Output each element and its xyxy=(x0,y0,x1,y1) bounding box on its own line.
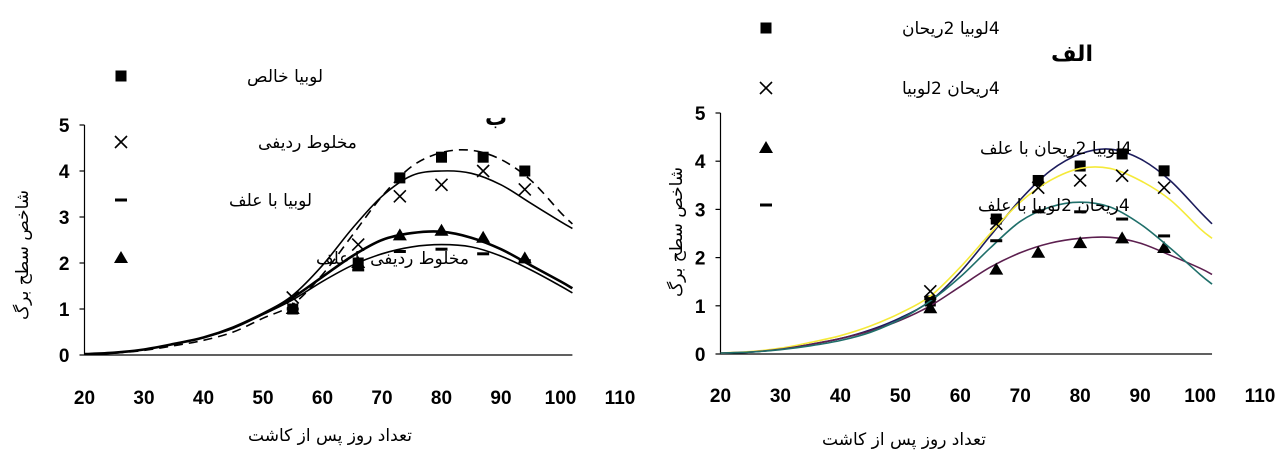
y-tick-label: 3 xyxy=(695,200,706,221)
series-4 xyxy=(84,223,574,356)
series-line xyxy=(720,166,1213,354)
x-tick-label: 20 xyxy=(74,388,95,409)
data-point-triangle xyxy=(1073,236,1088,249)
series-line xyxy=(84,230,574,356)
data-point-x xyxy=(476,164,490,178)
data-point-square xyxy=(519,165,531,177)
data-point-square xyxy=(1158,165,1170,177)
data-point-triangle xyxy=(351,256,366,268)
x-tick-label: 40 xyxy=(830,386,851,407)
y-tick-label: 0 xyxy=(59,346,70,367)
y-tick-label: 2 xyxy=(695,249,706,270)
data-point-x xyxy=(923,284,937,298)
data-point-x xyxy=(518,182,532,196)
legend-label: مخلوط ردیفی xyxy=(258,133,357,153)
legend-label: لوبیا با علف xyxy=(229,191,312,211)
y-tick-label: 0 xyxy=(695,345,706,366)
legend-marker xyxy=(114,251,128,263)
x-axis-title: تعداد روز پس از کاشت xyxy=(248,426,412,446)
x-tick-label: 90 xyxy=(1130,386,1151,407)
data-point-x xyxy=(1157,181,1171,195)
chart-panel-b: 0 1 2 3 4 5 20 30 40 50 60 70 80 90 100 110 تعداد روز پس… xyxy=(0,0,640,452)
legend-marker xyxy=(759,141,773,153)
y-tick-label: 5 xyxy=(695,104,706,125)
y-tick-label: 4 xyxy=(695,152,706,173)
chart-b-svg: 0 1 2 3 4 5 20 30 40 50 60 70 80 90 100 110 تعداد روز پس… xyxy=(12,67,636,446)
x-tick-label: 100 xyxy=(545,388,577,409)
y-tick-label: 2 xyxy=(59,254,70,275)
x-tick-label: 90 xyxy=(490,388,511,409)
legend-marker xyxy=(115,70,127,82)
chart-alef-svg: 0 1 2 3 4 5 20 30 40 50 60 70 80 90 100 110 تعداد روز پس… xyxy=(666,19,1276,450)
data-point-triangle xyxy=(1031,245,1046,258)
x-tick-label: 40 xyxy=(193,388,214,409)
legend-label: مخلوط ردیفی با علف xyxy=(316,249,469,269)
y-axis-title: شاخص سطح برگ xyxy=(666,167,687,297)
data-point-triangle xyxy=(285,302,300,314)
data-point-x xyxy=(1073,173,1087,188)
data-point-square xyxy=(1074,160,1086,172)
legend-label: 4لوبیا 2ریحان با علف xyxy=(980,139,1132,159)
data-point-triangle xyxy=(923,301,938,314)
x-tick-label: 50 xyxy=(890,386,911,407)
data-point-square xyxy=(477,151,489,163)
data-point-square xyxy=(436,151,447,163)
data-point-x xyxy=(434,178,449,192)
data-point-x xyxy=(393,189,407,203)
x-tick-label: 110 xyxy=(605,388,636,409)
panel-letter: الف xyxy=(1051,42,1093,67)
x-tick-label: 60 xyxy=(312,388,333,409)
x-tick-label: 70 xyxy=(371,388,392,409)
data-point-x xyxy=(1115,169,1129,183)
x-axis-title: تعداد روز پس از کاشت xyxy=(822,430,986,450)
legend-label: 4ریحان 2لوبیا با علف xyxy=(978,196,1130,216)
x-tick-label: 80 xyxy=(431,388,452,409)
series-line xyxy=(720,236,1213,354)
series-line xyxy=(720,201,1213,354)
y-tick-label: 4 xyxy=(59,162,70,183)
data-point-triangle xyxy=(1157,240,1172,253)
data-point-triangle xyxy=(517,251,532,264)
y-tick-label: 1 xyxy=(695,297,706,318)
x-tick-label: 80 xyxy=(1070,386,1091,407)
legend-marker xyxy=(760,22,772,34)
data-point-square xyxy=(1032,174,1044,186)
data-point-triangle xyxy=(392,228,407,241)
x-tick-label: 20 xyxy=(710,386,731,407)
x-tick-label: 100 xyxy=(1184,386,1216,407)
series-3 xyxy=(720,231,1213,354)
chart-panel-alef: 0 1 2 3 4 5 20 30 40 50 60 70 80 90 100 110 تعداد روز پس… xyxy=(640,0,1281,452)
data-point-x xyxy=(1031,181,1045,195)
x-tick-label: 50 xyxy=(252,388,273,409)
y-tick-label: 1 xyxy=(59,300,70,321)
series-4 xyxy=(720,201,1213,354)
x-tick-label: 70 xyxy=(1010,386,1031,407)
legend-marker xyxy=(114,135,128,149)
data-point-triangle xyxy=(434,223,449,236)
data-point-x xyxy=(989,217,1003,231)
x-tick-label: 30 xyxy=(133,388,154,409)
panel-letter: ب xyxy=(485,106,507,131)
legend-label: 4ریحان 2لوبیا xyxy=(902,79,1000,99)
legend-label: 4لوبیا 2ریحان xyxy=(902,19,1000,39)
x-tick-label: 110 xyxy=(1245,386,1276,407)
x-tick-label: 60 xyxy=(950,386,971,407)
legend-label: لوبیا خالص xyxy=(247,67,323,87)
series-line xyxy=(84,148,573,355)
x-tick-label: 30 xyxy=(770,386,791,407)
data-point-triangle xyxy=(476,230,491,243)
data-point-x xyxy=(351,238,365,252)
legend-marker xyxy=(759,81,773,95)
data-point-square xyxy=(990,213,1002,225)
y-tick-label: 3 xyxy=(59,208,70,229)
y-axis-title: شاخص سطح برگ xyxy=(12,190,33,320)
data-point-triangle xyxy=(989,262,1004,275)
data-point-square xyxy=(394,172,406,184)
data-point-square xyxy=(1116,148,1128,160)
series-2 xyxy=(720,166,1213,354)
data-point-triangle xyxy=(1115,231,1130,244)
y-tick-label: 5 xyxy=(59,116,70,137)
